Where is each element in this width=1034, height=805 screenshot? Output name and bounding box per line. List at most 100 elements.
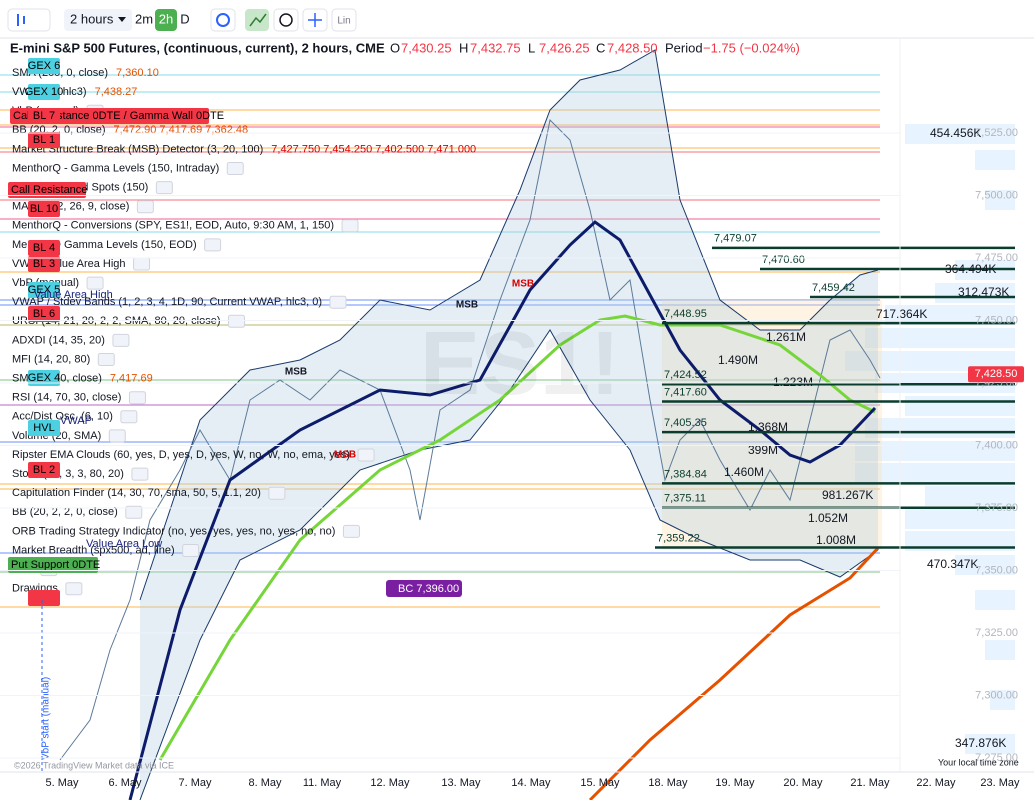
- level-tag: [28, 370, 60, 386]
- key-level-label: 7,479.07: [714, 233, 757, 245]
- bc-label: BC 7,396.00: [398, 583, 459, 595]
- visibility-toggle[interactable]: [128, 391, 146, 405]
- visibility-toggle[interactable]: [112, 333, 130, 347]
- key-level-label: 7,384.84: [664, 468, 707, 480]
- indicator-name[interactable]: Market Breadth (spx500, ad, line): [12, 544, 175, 556]
- indicator-name[interactable]: RSI (14, 70, 30, close): [12, 392, 121, 404]
- indicator-name[interactable]: ADXDI (14, 35, 20): [12, 334, 105, 346]
- indicator-name[interactable]: MenthorQ - Gamma Levels (150, Intraday): [12, 162, 219, 174]
- visibility-toggle[interactable]: [86, 276, 104, 290]
- date-label: 8. May: [248, 777, 282, 789]
- level-tag-text: BL 10: [30, 203, 58, 215]
- indicator-name[interactable]: MFI (14, 20, 80): [12, 353, 90, 365]
- chart-type-icon: [17, 14, 25, 26]
- visibility-toggle[interactable]: [97, 353, 115, 366]
- date-label: 6. May: [108, 777, 142, 789]
- volume-label: 1.008M: [816, 533, 856, 547]
- key-level-label: 7,459.42: [812, 282, 855, 294]
- indicator-values: 7,427.750 7,454.250 7,402.500 7,471.000: [271, 143, 476, 155]
- interval-button[interactable]: 2h: [159, 11, 173, 26]
- level-tag: [28, 58, 60, 74]
- msb-label: MSB: [285, 367, 307, 378]
- price-line: [59, 118, 881, 761]
- key-level-label: 7,405.35: [664, 417, 707, 429]
- volume-profile-bar: [855, 463, 1015, 483]
- scale-button[interactable]: [331, 8, 357, 32]
- level-tag-text: BL 3: [33, 258, 55, 270]
- dropdown-arrow: [118, 17, 126, 22]
- active-interval-bg: [155, 9, 177, 31]
- date-label: 13. May: [441, 777, 481, 789]
- indicator-name[interactable]: BB (20, 2, 2, 0, close): [12, 506, 118, 518]
- level-tag-text: HVL: [33, 422, 54, 434]
- volume-label: 1.261M: [766, 330, 806, 344]
- visibility-toggle[interactable]: [341, 219, 359, 233]
- indicator-name[interactable]: Acc/Dist Osc. (6, 10): [12, 411, 113, 423]
- key-level-label: 7,424.52: [664, 369, 707, 381]
- interval-text: 2 hours: [70, 11, 114, 26]
- indicator-name[interactable]: ORB Trading Strategy Indicator (no, yes,…: [12, 525, 335, 537]
- bollinger-lower: [139, 329, 879, 801]
- volume-profile-bar: [925, 486, 1015, 506]
- visibility-toggle[interactable]: [108, 429, 126, 443]
- interval-button[interactable]: 2m: [135, 11, 153, 26]
- price-tick-label: 7,375.00: [975, 502, 1018, 514]
- indicator-name[interactable]: VWAP / Stdev Bands (1, 2, 3, 4, 1D, 90, …: [12, 296, 322, 308]
- visibility-toggle[interactable]: [125, 505, 143, 519]
- visibility-toggle[interactable]: [204, 238, 222, 252]
- visibility-toggle[interactable]: [131, 467, 149, 481]
- volume-label: 1.460M: [724, 465, 764, 479]
- date-label: 20. May: [783, 777, 823, 789]
- level-tag: [28, 201, 60, 217]
- level-tag-text: BL 2: [33, 464, 55, 476]
- current-price-tag: [968, 366, 1024, 383]
- visibility-toggle[interactable]: [65, 582, 83, 596]
- bollinger-band-fill: [140, 50, 878, 800]
- interval-button[interactable]: D: [180, 11, 189, 26]
- current-price-label: 7,428.50: [975, 368, 1018, 380]
- interval-dropdown[interactable]: [64, 9, 132, 31]
- visibility-toggle[interactable]: [120, 410, 138, 424]
- level-tag: [28, 306, 60, 322]
- sma200: [588, 546, 880, 802]
- volume-profile-bar: [905, 396, 1015, 416]
- indicator-name[interactable]: Ripster EMA Clouds (60, yes, D, yes, D, …: [12, 449, 350, 461]
- visibility-toggle[interactable]: [136, 200, 154, 214]
- visibility-toggle[interactable]: [182, 544, 200, 557]
- msb-label: MSB: [334, 450, 356, 461]
- visibility-toggle[interactable]: [342, 524, 360, 538]
- visibility-toggle[interactable]: [268, 486, 286, 500]
- settings-button[interactable]: [210, 8, 236, 32]
- indicator-name[interactable]: Market Structure Break (MSB) Detector (3…: [12, 143, 263, 155]
- bc-tag: [386, 580, 462, 597]
- indicator-name[interactable]: MenthorQ - Conversions (SPY, ES1!, EOD, …: [12, 220, 334, 232]
- indicator-name[interactable]: Capitulation Finder (14, 30, 70, sma, 50…: [12, 487, 261, 499]
- visibility-toggle[interactable]: [228, 314, 245, 328]
- level-tag-text: GEX 6: [28, 60, 60, 72]
- replay-button[interactable]: [273, 8, 299, 32]
- level-tag-text: GEX 10: [25, 86, 64, 98]
- vbp-start-label: VbP start (manual): [41, 677, 52, 760]
- volume-label: 1.368M: [748, 420, 788, 434]
- visibility-toggle[interactable]: [329, 295, 347, 309]
- volume-label: 981.267K: [822, 488, 873, 502]
- crosshair-icon: [308, 13, 322, 27]
- visibility-toggle[interactable]: [226, 162, 244, 175]
- volume-label: 1.490M: [718, 353, 758, 367]
- level-tag: [28, 84, 60, 100]
- overlay: 454.456K 364.494K 312.473K 717.364K 1.261M 1.…: [8, 58, 1019, 772]
- ohlc-label: C: [596, 40, 605, 55]
- level-tag: [28, 282, 60, 298]
- visibility-toggle[interactable]: [155, 181, 173, 195]
- volume-profile-bar: [865, 328, 1015, 348]
- date-label: 18. May: [648, 777, 688, 789]
- visibility-toggle[interactable]: [357, 448, 375, 462]
- ohlc-label: H: [459, 40, 468, 55]
- period-label: Period: [665, 40, 703, 55]
- key-level-label: 7,417.60: [664, 386, 707, 398]
- visibility-toggle[interactable]: [133, 257, 151, 271]
- chart-type-button[interactable]: [7, 8, 51, 32]
- indicator-name[interactable]: URSI (14, 21, 20, 2, 2, SMA, 80, 20, clo…: [12, 315, 221, 327]
- scale-text: Lin: [337, 16, 350, 27]
- symbol-title: E-mini S&P 500 Futures, (continuous, cur…: [10, 40, 385, 55]
